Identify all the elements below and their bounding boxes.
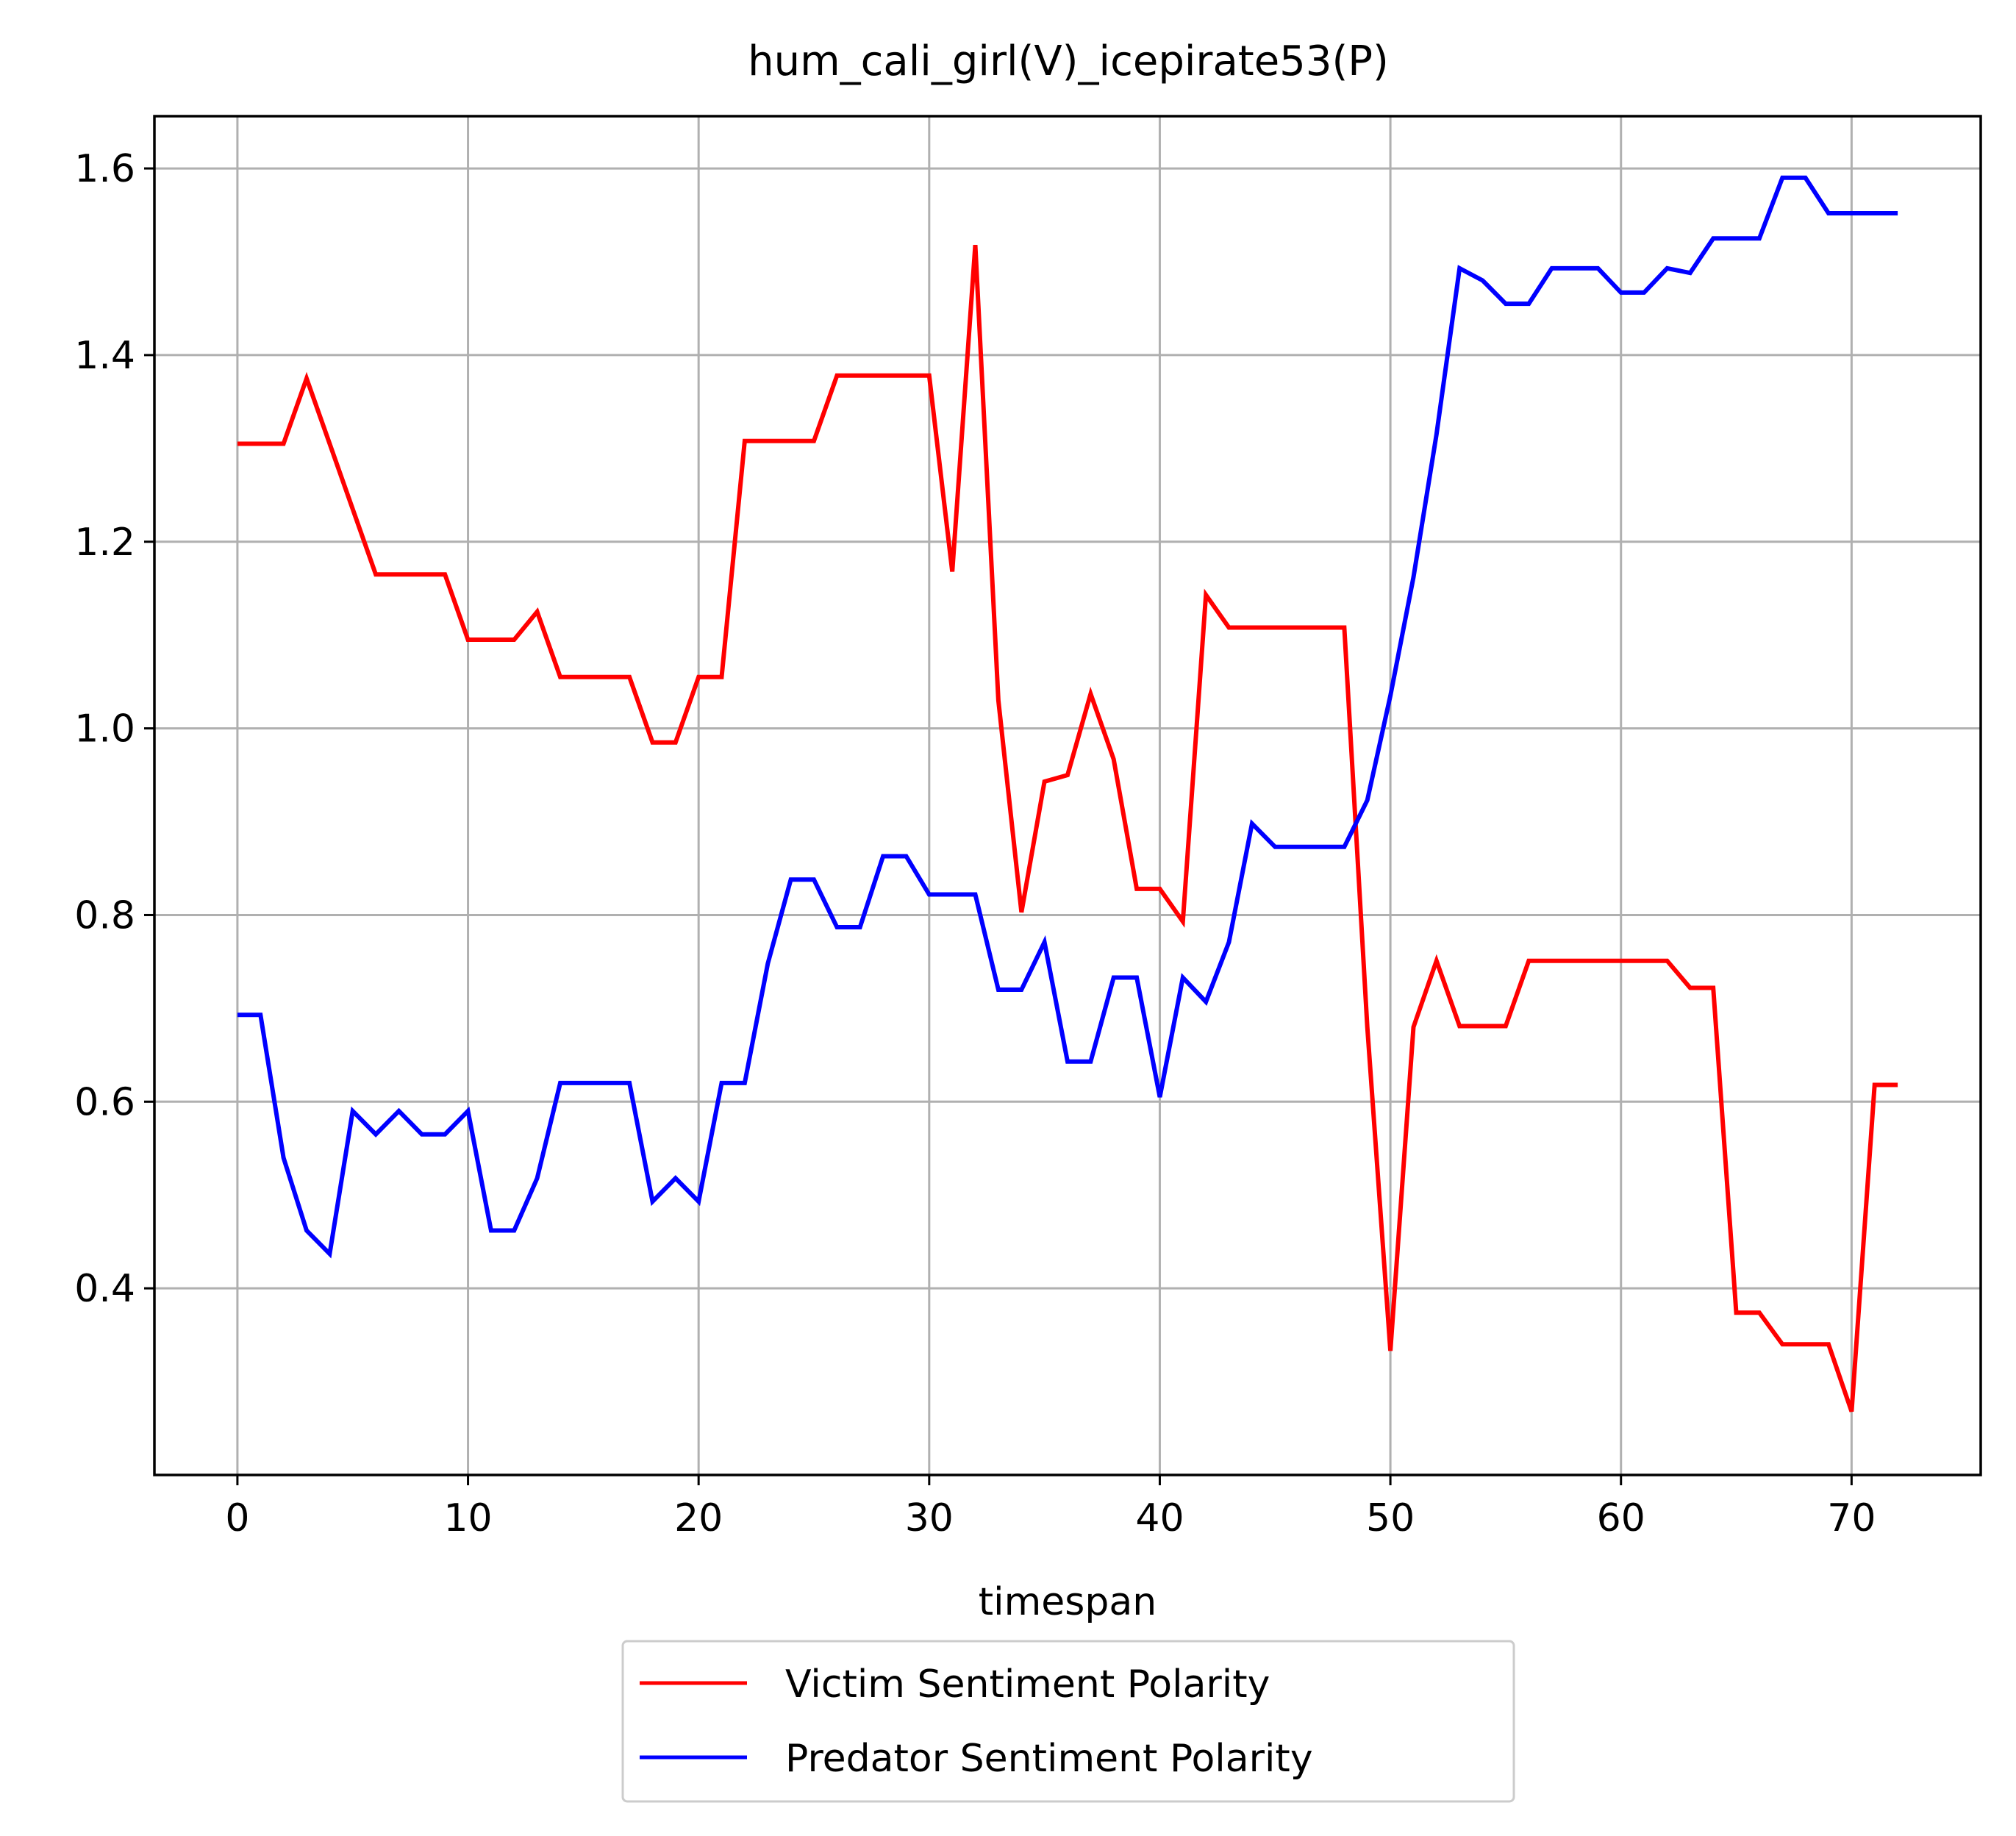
y-tick-label: 1.0 [74, 707, 135, 751]
x-tick-label: 20 [674, 1496, 723, 1540]
chart-title: hum_cali_girl(V)_icepirate53(P) [748, 37, 1389, 85]
y-tick-label: 1.6 [74, 147, 135, 191]
legend-victim-label: Victim Sentiment Polarity [785, 1662, 1270, 1707]
y-tick-label: 0.6 [74, 1080, 135, 1124]
data-series [237, 175, 1898, 1412]
legend-box [621, 1640, 1515, 1803]
x-tick-label: 0 [225, 1496, 249, 1540]
x-tick-label: 70 [1827, 1496, 1876, 1540]
x-tick-label: 60 [1597, 1496, 1645, 1540]
y-tick-label: 1.4 [74, 334, 135, 378]
grid-lines [154, 116, 1981, 1475]
y-tick-label: 0.8 [74, 893, 135, 937]
plot-area-frame [153, 115, 1982, 1476]
x-tick-label: 30 [905, 1496, 954, 1540]
axis-ticks: 0 10 20 30 40 50 60 70 0.4 0.6 0.8 1.0 1.2 1.4 1.6 [74, 147, 1876, 1540]
y-tick-label: 1.2 [74, 521, 135, 565]
x-tick-label: 10 [443, 1496, 492, 1540]
predator-sentiment-line [237, 175, 1898, 1259]
victim-sentiment-line [237, 244, 1898, 1412]
x-tick-label: 50 [1366, 1496, 1415, 1540]
legend-predator-label: Predator Sentiment Polarity [785, 1737, 1313, 1781]
x-axis-label: timespan [979, 1580, 1157, 1624]
x-tick-label: 40 [1135, 1496, 1184, 1540]
y-tick-label: 0.4 [74, 1267, 135, 1311]
legend: Victim Sentiment Polarity Predator Senti… [621, 1640, 1515, 1803]
